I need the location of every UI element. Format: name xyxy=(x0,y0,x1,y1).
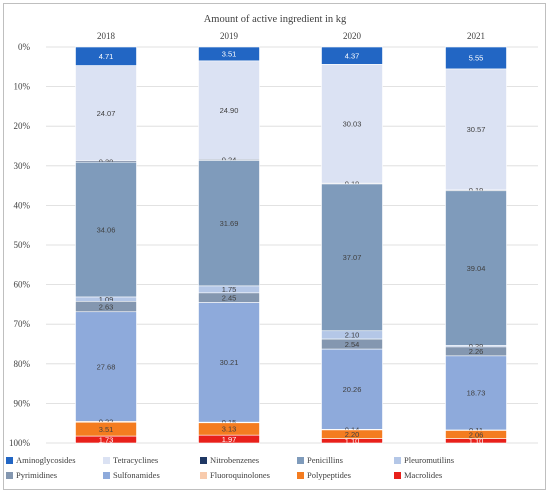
data-label: 24.90 xyxy=(220,106,239,115)
x-tick-label: 2018 xyxy=(97,31,116,41)
legend-swatch xyxy=(297,457,304,464)
y-tick-label: 10% xyxy=(14,82,31,92)
bars: 4.7124.070.3034.061.092.6327.680.223.511… xyxy=(75,46,507,446)
y-tick-label: 20% xyxy=(14,121,31,131)
legend-swatch xyxy=(200,457,207,464)
data-label: 2.26 xyxy=(469,347,484,356)
data-label: 18.73 xyxy=(467,389,486,398)
legend-swatch xyxy=(394,457,401,464)
bar-segment xyxy=(321,64,383,184)
data-label: 1.73 xyxy=(99,435,114,444)
data-label: 3.13 xyxy=(222,425,237,434)
legend-swatch xyxy=(394,472,401,479)
data-label: 1.97 xyxy=(222,435,237,444)
bar-segment xyxy=(198,434,260,444)
x-tick-label: 2019 xyxy=(220,31,239,41)
data-label: 30.57 xyxy=(467,125,486,134)
legend-swatch xyxy=(103,472,110,479)
legend-swatch xyxy=(6,472,13,479)
y-tick-label: 90% xyxy=(14,398,31,408)
legend-label: Aminoglycosides xyxy=(16,455,76,465)
y-tick-label: 50% xyxy=(14,240,31,250)
x-tick-label: 2020 xyxy=(343,31,362,41)
data-label: 4.71 xyxy=(99,52,114,61)
data-label: 2.54 xyxy=(345,340,360,349)
y-tick-label: 40% xyxy=(14,200,31,210)
chart-title: Amount of active ingredient in kg xyxy=(204,14,347,25)
bar-segment xyxy=(445,68,507,191)
legend-label: Nitrobenzenes xyxy=(210,455,259,465)
legend-swatch xyxy=(297,472,304,479)
legend-label: Pyrimidines xyxy=(16,470,57,480)
y-tick-label: 70% xyxy=(14,319,31,329)
data-label: 1.75 xyxy=(222,285,237,294)
bar-segment xyxy=(321,183,383,332)
data-label: 3.51 xyxy=(99,425,114,434)
data-label: 31.69 xyxy=(220,219,239,228)
bar-segment xyxy=(198,60,260,160)
data-label: 30.03 xyxy=(343,119,362,128)
legend-swatch xyxy=(6,457,13,464)
data-label: 2.06 xyxy=(469,430,484,439)
y-tick-label: 80% xyxy=(14,359,31,369)
data-label: 1.10 xyxy=(469,437,484,446)
legend-label: Tetracyclines xyxy=(113,455,158,465)
data-label: 4.37 xyxy=(345,51,360,60)
y-tick-label: 60% xyxy=(14,280,31,290)
data-label: 39.04 xyxy=(467,264,486,273)
data-label: 2.20 xyxy=(345,430,360,439)
data-label: 27.68 xyxy=(97,362,116,371)
data-label: 2.63 xyxy=(99,302,114,311)
x-tick-label: 2021 xyxy=(467,31,485,41)
legend-swatch xyxy=(103,457,110,464)
data-label: 30.21 xyxy=(220,358,239,367)
bar-segment xyxy=(75,435,137,444)
legend-label: Pleuromutilins xyxy=(404,455,454,465)
bar-segment xyxy=(321,348,383,430)
y-tick-label: 0% xyxy=(18,42,31,52)
data-label: 0.30 xyxy=(99,157,114,166)
y-tick-label: 30% xyxy=(14,161,31,171)
bar-segment xyxy=(321,438,383,444)
bar-segment xyxy=(75,311,137,422)
y-tick-label: 100% xyxy=(9,438,31,448)
x-axis-labels: 2018 2019 2020 2021 xyxy=(97,31,485,41)
legend-label: Polypeptides xyxy=(307,470,351,480)
legend-label: Penicillins xyxy=(307,455,343,465)
bar-segment xyxy=(198,160,260,287)
y-axis-labels: 0% 10% 20% 30% 40% 50% 60% 70% 80% 90% 100% xyxy=(9,42,31,448)
legend: Aminoglycosides Tetracyclines Nitrobenzene… xyxy=(6,455,454,480)
legend-label: Fluoroquinolones xyxy=(210,470,270,480)
data-label: 37.07 xyxy=(343,253,362,262)
bar-segment xyxy=(445,355,507,431)
bar-segment xyxy=(445,190,507,346)
data-label: 2.10 xyxy=(345,331,360,340)
data-label: 1.09 xyxy=(99,295,114,304)
data-label: 24.07 xyxy=(97,109,116,118)
legend-label: Macrolides xyxy=(404,470,442,480)
bar-segment xyxy=(445,438,507,444)
legend-label: Sulfonamides xyxy=(113,470,160,480)
data-label: 34.06 xyxy=(97,225,116,234)
bar-segment xyxy=(198,302,260,423)
bar-segment xyxy=(75,65,137,162)
data-label: 1.10 xyxy=(345,437,360,446)
data-label: 3.51 xyxy=(222,50,237,59)
legend-swatch xyxy=(200,472,207,479)
data-label: 20.26 xyxy=(343,385,362,394)
data-label: 0.39 xyxy=(469,342,484,351)
data-label: 5.55 xyxy=(469,54,484,63)
data-label: 2.45 xyxy=(222,293,237,302)
